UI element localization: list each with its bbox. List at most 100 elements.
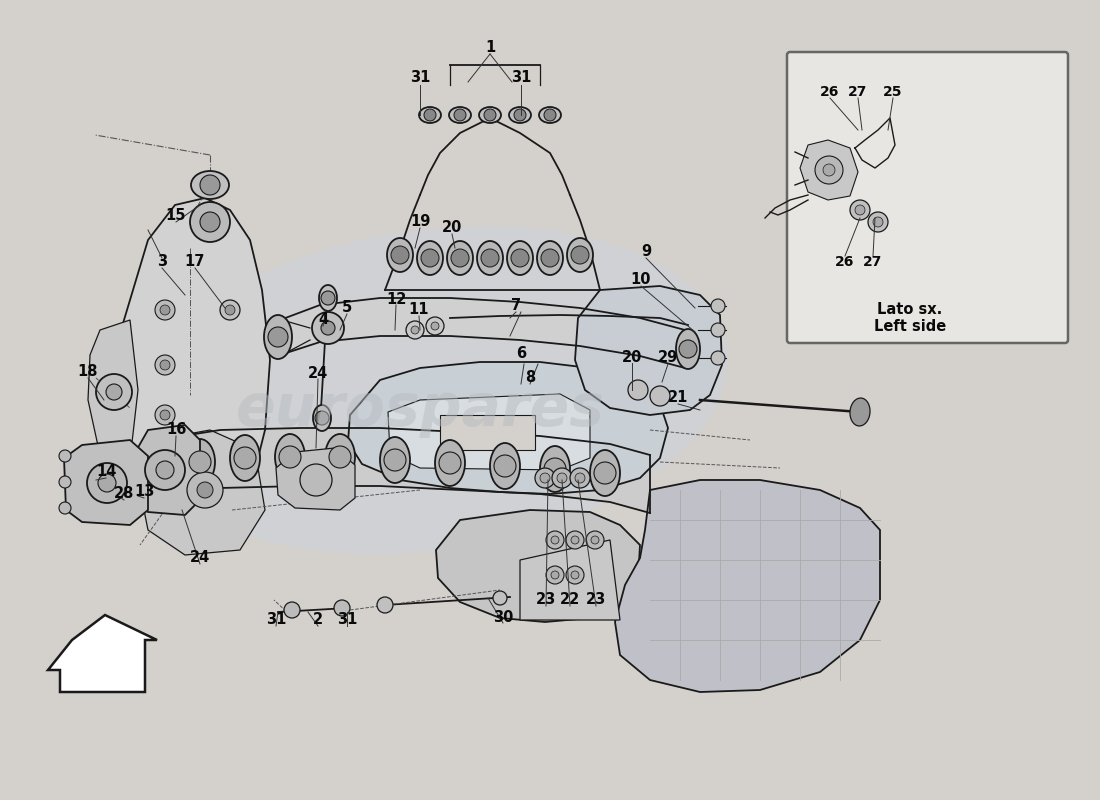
Polygon shape xyxy=(348,362,668,494)
Ellipse shape xyxy=(590,450,620,496)
Circle shape xyxy=(535,468,556,488)
Circle shape xyxy=(390,246,409,264)
Text: 22: 22 xyxy=(560,593,580,607)
Circle shape xyxy=(679,340,697,358)
Circle shape xyxy=(541,249,559,267)
Text: 27: 27 xyxy=(864,255,882,269)
Ellipse shape xyxy=(275,434,305,480)
Ellipse shape xyxy=(447,241,473,275)
Circle shape xyxy=(591,536,600,544)
Circle shape xyxy=(155,460,175,480)
Circle shape xyxy=(312,312,344,344)
Text: 28: 28 xyxy=(113,486,134,502)
Circle shape xyxy=(145,450,185,490)
Polygon shape xyxy=(615,480,880,692)
Circle shape xyxy=(711,299,725,313)
Text: 7: 7 xyxy=(510,298,521,314)
Ellipse shape xyxy=(185,439,214,485)
Ellipse shape xyxy=(540,446,570,492)
Circle shape xyxy=(571,536,579,544)
Circle shape xyxy=(566,566,584,584)
Text: 13: 13 xyxy=(134,485,154,499)
Ellipse shape xyxy=(230,435,260,481)
Text: 9: 9 xyxy=(641,245,651,259)
Circle shape xyxy=(300,464,332,496)
Circle shape xyxy=(279,446,301,468)
Text: 10: 10 xyxy=(630,273,651,287)
Text: 26: 26 xyxy=(835,255,855,269)
Ellipse shape xyxy=(566,238,593,272)
Circle shape xyxy=(815,156,843,184)
Text: 5: 5 xyxy=(342,301,352,315)
Circle shape xyxy=(106,384,122,400)
Text: 17: 17 xyxy=(185,254,206,270)
Circle shape xyxy=(451,249,469,267)
Polygon shape xyxy=(436,510,640,622)
Text: 31: 31 xyxy=(410,70,430,86)
Circle shape xyxy=(421,249,439,267)
Circle shape xyxy=(711,351,725,365)
Text: 11: 11 xyxy=(409,302,429,318)
Text: 6: 6 xyxy=(516,346,526,361)
Circle shape xyxy=(512,249,529,267)
Circle shape xyxy=(544,109,556,121)
Text: 16: 16 xyxy=(166,422,186,438)
Text: 31: 31 xyxy=(337,613,358,627)
Circle shape xyxy=(187,472,223,508)
Circle shape xyxy=(546,531,564,549)
Circle shape xyxy=(557,473,566,483)
Circle shape xyxy=(197,482,213,498)
Circle shape xyxy=(823,164,835,176)
Ellipse shape xyxy=(319,285,337,311)
Ellipse shape xyxy=(490,443,520,489)
Circle shape xyxy=(190,202,230,242)
Text: 23: 23 xyxy=(586,593,606,607)
Text: 1: 1 xyxy=(485,41,495,55)
Circle shape xyxy=(514,109,526,121)
Circle shape xyxy=(570,468,590,488)
Circle shape xyxy=(155,355,175,375)
Ellipse shape xyxy=(419,107,441,123)
Circle shape xyxy=(850,200,870,220)
Polygon shape xyxy=(276,448,355,510)
Text: 26: 26 xyxy=(821,85,839,99)
Text: 4: 4 xyxy=(318,313,328,327)
Circle shape xyxy=(586,531,604,549)
Polygon shape xyxy=(48,615,157,692)
Ellipse shape xyxy=(850,398,870,426)
Polygon shape xyxy=(800,140,858,200)
Text: 29: 29 xyxy=(658,350,678,366)
Circle shape xyxy=(96,374,132,410)
Circle shape xyxy=(156,461,174,479)
Circle shape xyxy=(431,322,439,330)
Text: 2: 2 xyxy=(312,613,323,627)
Text: 31: 31 xyxy=(266,613,286,627)
Circle shape xyxy=(406,321,424,339)
Circle shape xyxy=(268,327,288,347)
Circle shape xyxy=(226,305,235,315)
Ellipse shape xyxy=(379,437,410,483)
Circle shape xyxy=(711,323,725,337)
Ellipse shape xyxy=(324,434,355,480)
FancyBboxPatch shape xyxy=(786,52,1068,343)
Circle shape xyxy=(155,300,175,320)
Ellipse shape xyxy=(539,107,561,123)
Circle shape xyxy=(87,463,126,503)
Circle shape xyxy=(334,600,350,616)
Text: 31: 31 xyxy=(510,70,531,86)
Circle shape xyxy=(551,536,559,544)
Text: 20: 20 xyxy=(442,221,462,235)
Text: 24: 24 xyxy=(190,550,210,566)
Circle shape xyxy=(481,249,499,267)
Circle shape xyxy=(552,468,572,488)
Polygon shape xyxy=(170,428,650,513)
Circle shape xyxy=(329,446,351,468)
Text: 15: 15 xyxy=(166,207,186,222)
Circle shape xyxy=(59,476,72,488)
Circle shape xyxy=(98,474,116,492)
Text: Lato sx.
Left side: Lato sx. Left side xyxy=(873,302,946,334)
Circle shape xyxy=(551,571,559,579)
Circle shape xyxy=(377,597,393,613)
Circle shape xyxy=(160,465,170,475)
Circle shape xyxy=(424,109,436,121)
